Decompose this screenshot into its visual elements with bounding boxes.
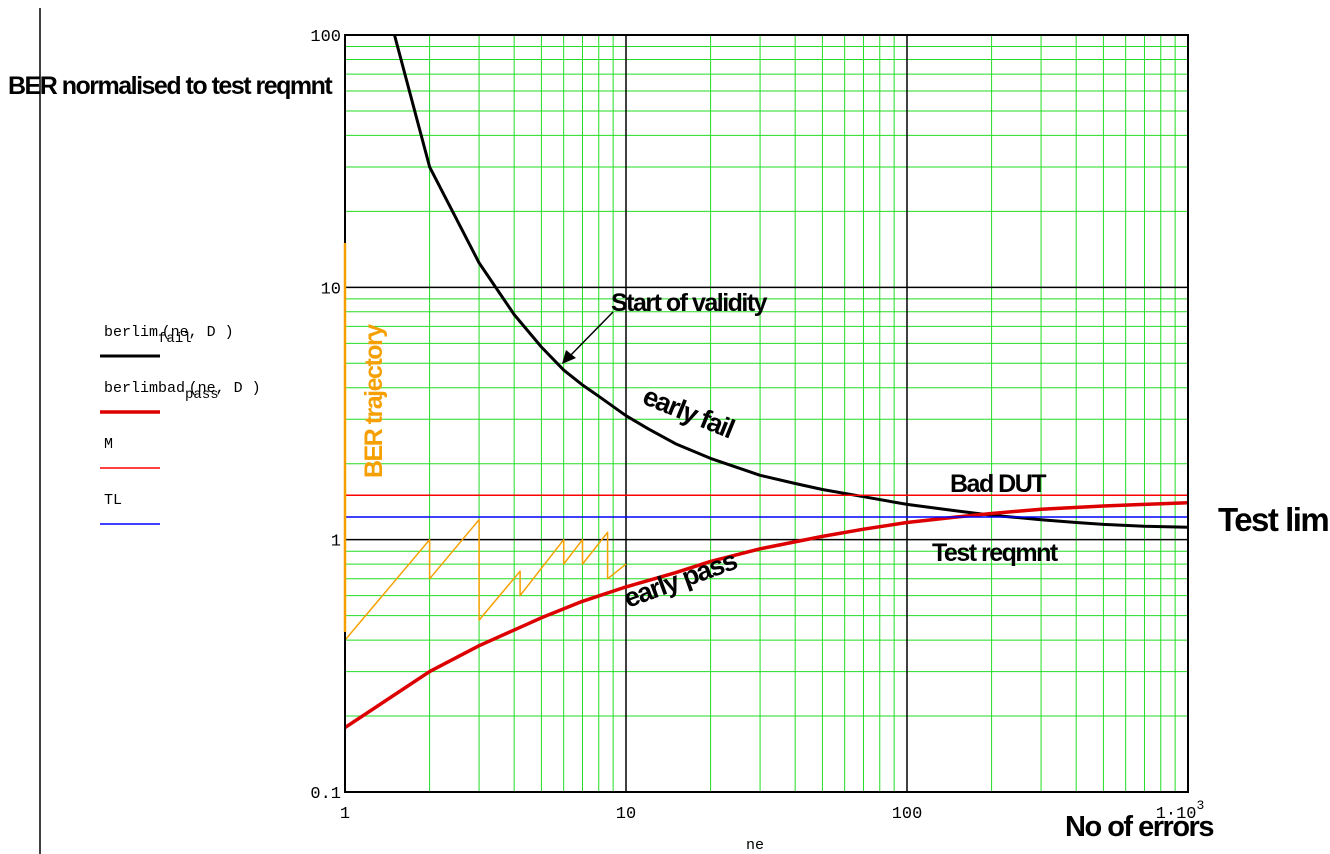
legend-label: TL (104, 492, 122, 509)
x-tick-label: 100 (892, 805, 923, 824)
y-tick-label: 10 (321, 280, 341, 299)
annotation-early-fail: early fail (639, 381, 738, 444)
x-axis-label: No of errors (1065, 811, 1213, 843)
legend-label: berlimbadpass(ne, D ) (104, 380, 261, 403)
x-tick-label: 10 (616, 805, 636, 824)
annotation-early-pass: early pass (620, 545, 741, 613)
series-line-fail (393, 34, 1189, 529)
annotation-start-of-validity: Start of validity (611, 289, 768, 317)
y-tick-label: 1 (331, 533, 341, 552)
series-line-pass (344, 501, 1189, 730)
y-tick-label: 0.1 (310, 785, 341, 804)
x-tick-label: 1 (340, 805, 350, 824)
annotation-ber-trajectory: BER trajectory (360, 324, 388, 478)
legend: berlimfail(ne, D ) berlimbadpass(ne, D ) M… (100, 324, 261, 525)
series-line-trajectory (344, 518, 627, 641)
y-axis-label: BER normalised to test reqmnt (8, 72, 333, 100)
series-layer (344, 34, 1189, 730)
annotation-test-limit: Test limit (1218, 501, 1330, 538)
plot-frame (344, 34, 1189, 793)
y-tick-label: 100 (310, 28, 341, 47)
legend-label: berlimfail(ne, D ) (104, 324, 234, 347)
x-variable-label: ne (746, 837, 764, 854)
annotation-bad-dut: Bad DUT (950, 470, 1046, 498)
grid (345, 35, 1188, 792)
validity-arrow-head (562, 350, 576, 364)
legend-label: M (104, 436, 113, 453)
annotation-test-reqmnt: Test reqmnt (932, 539, 1059, 567)
validity-arrow-shaft (565, 311, 614, 361)
